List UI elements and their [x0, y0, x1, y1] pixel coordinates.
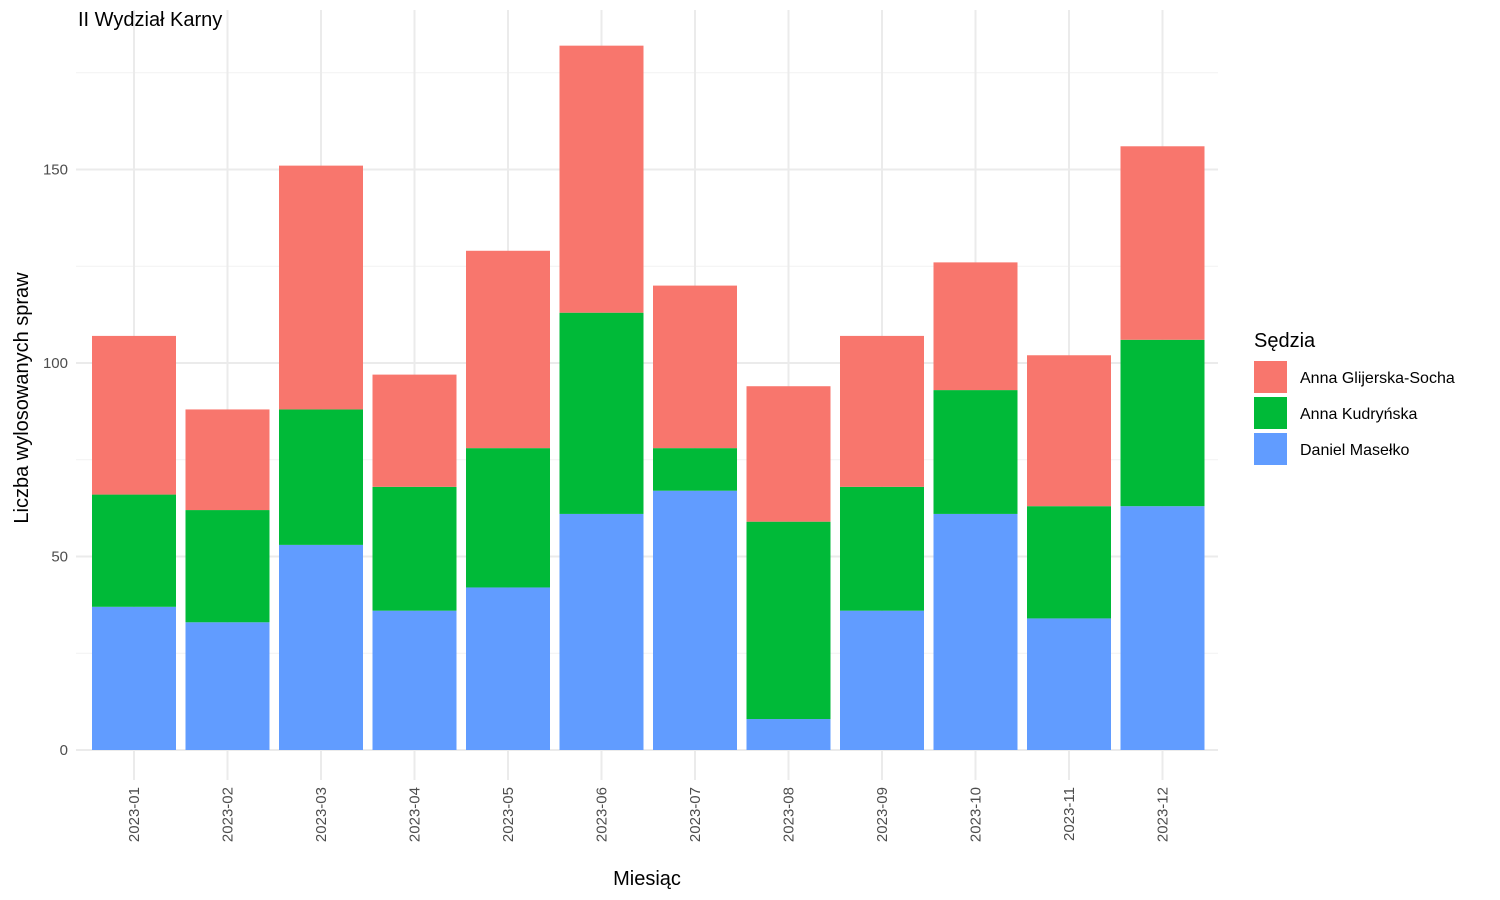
y-tick-label: 50: [51, 549, 68, 566]
bar-segment: [933, 390, 1018, 514]
bar-segment: [1027, 506, 1111, 619]
chart-title: II Wydział Karny: [78, 9, 222, 31]
bars: [92, 45, 1205, 750]
bar-segment: [746, 386, 831, 522]
bar-segment: [1120, 506, 1205, 750]
x-axis-ticks: 2023-01 2023-02 2023-03 2023-04 2023-05 2023-…: [126, 787, 1172, 842]
legend: Sędzia Anna Glijerska-Socha Anna Kudryńsk…: [1254, 330, 1455, 465]
bar-segment: [1027, 618, 1111, 750]
legend-key: [1254, 397, 1287, 429]
y-tick-label: 0: [60, 742, 68, 759]
legend-key: [1254, 361, 1287, 393]
bar-segment: [746, 719, 831, 750]
legend-label: Daniel Masełko: [1300, 442, 1409, 459]
bar-segment: [185, 409, 270, 511]
bar-segment: [746, 521, 831, 720]
x-tick-label: 2023-12: [1155, 787, 1172, 842]
bar-segment: [559, 513, 644, 750]
x-tick-label: 2023-07: [687, 787, 704, 842]
legend-key: [1254, 433, 1287, 465]
bar-segment: [279, 165, 363, 410]
bar-segment: [92, 606, 176, 750]
bar-segment: [1120, 146, 1205, 340]
bar-segment: [840, 335, 924, 487]
bar-segment: [840, 610, 924, 750]
bar-segment: [466, 250, 550, 449]
bar-segment: [279, 544, 363, 750]
x-tick-label: 2023-10: [968, 787, 985, 842]
x-tick-label: 2023-11: [1061, 787, 1078, 841]
bar-segment: [933, 513, 1018, 750]
bar-segment: [559, 45, 644, 313]
y-tick-label: 100: [43, 355, 68, 372]
bar-segment: [559, 312, 644, 514]
bar-segment: [653, 448, 737, 491]
bar-segment: [185, 622, 270, 750]
bar-segment: [466, 587, 550, 750]
x-axis-title: Miesiąc: [613, 868, 681, 890]
bar-segment: [933, 262, 1018, 391]
y-axis-ticks: 0 50 100 150: [43, 162, 68, 760]
bar-segment: [1027, 355, 1111, 507]
bar-segment: [92, 335, 176, 495]
x-tick-label: 2023-04: [407, 787, 424, 842]
bar-segment: [1120, 339, 1205, 507]
legend-label: Anna Kudryńska: [1300, 406, 1418, 423]
bar-segment: [372, 486, 457, 611]
bar-segment: [92, 494, 176, 607]
y-axis-title: Liczba wylosowanych spraw: [11, 272, 33, 524]
x-tick-label: 2023-01: [126, 787, 143, 842]
x-tick-label: 2023-09: [874, 787, 891, 842]
bar-segment: [466, 448, 550, 588]
legend-label: Anna Glijerska-Socha: [1300, 370, 1455, 387]
legend-title: Sędzia: [1254, 330, 1316, 352]
bar-segment: [840, 486, 924, 611]
bar-segment: [372, 610, 457, 750]
bar-segment: [653, 285, 737, 449]
x-tick-label: 2023-03: [313, 787, 330, 842]
bar-segment: [279, 409, 363, 545]
x-tick-label: 2023-08: [781, 787, 798, 842]
bar-segment: [372, 374, 457, 487]
x-tick-label: 2023-06: [594, 787, 611, 842]
bar-segment: [653, 490, 737, 750]
x-tick-label: 2023-05: [500, 787, 517, 842]
x-tick-label: 2023-02: [220, 787, 237, 842]
bar-segment: [185, 510, 270, 623]
y-tick-label: 150: [43, 162, 68, 179]
